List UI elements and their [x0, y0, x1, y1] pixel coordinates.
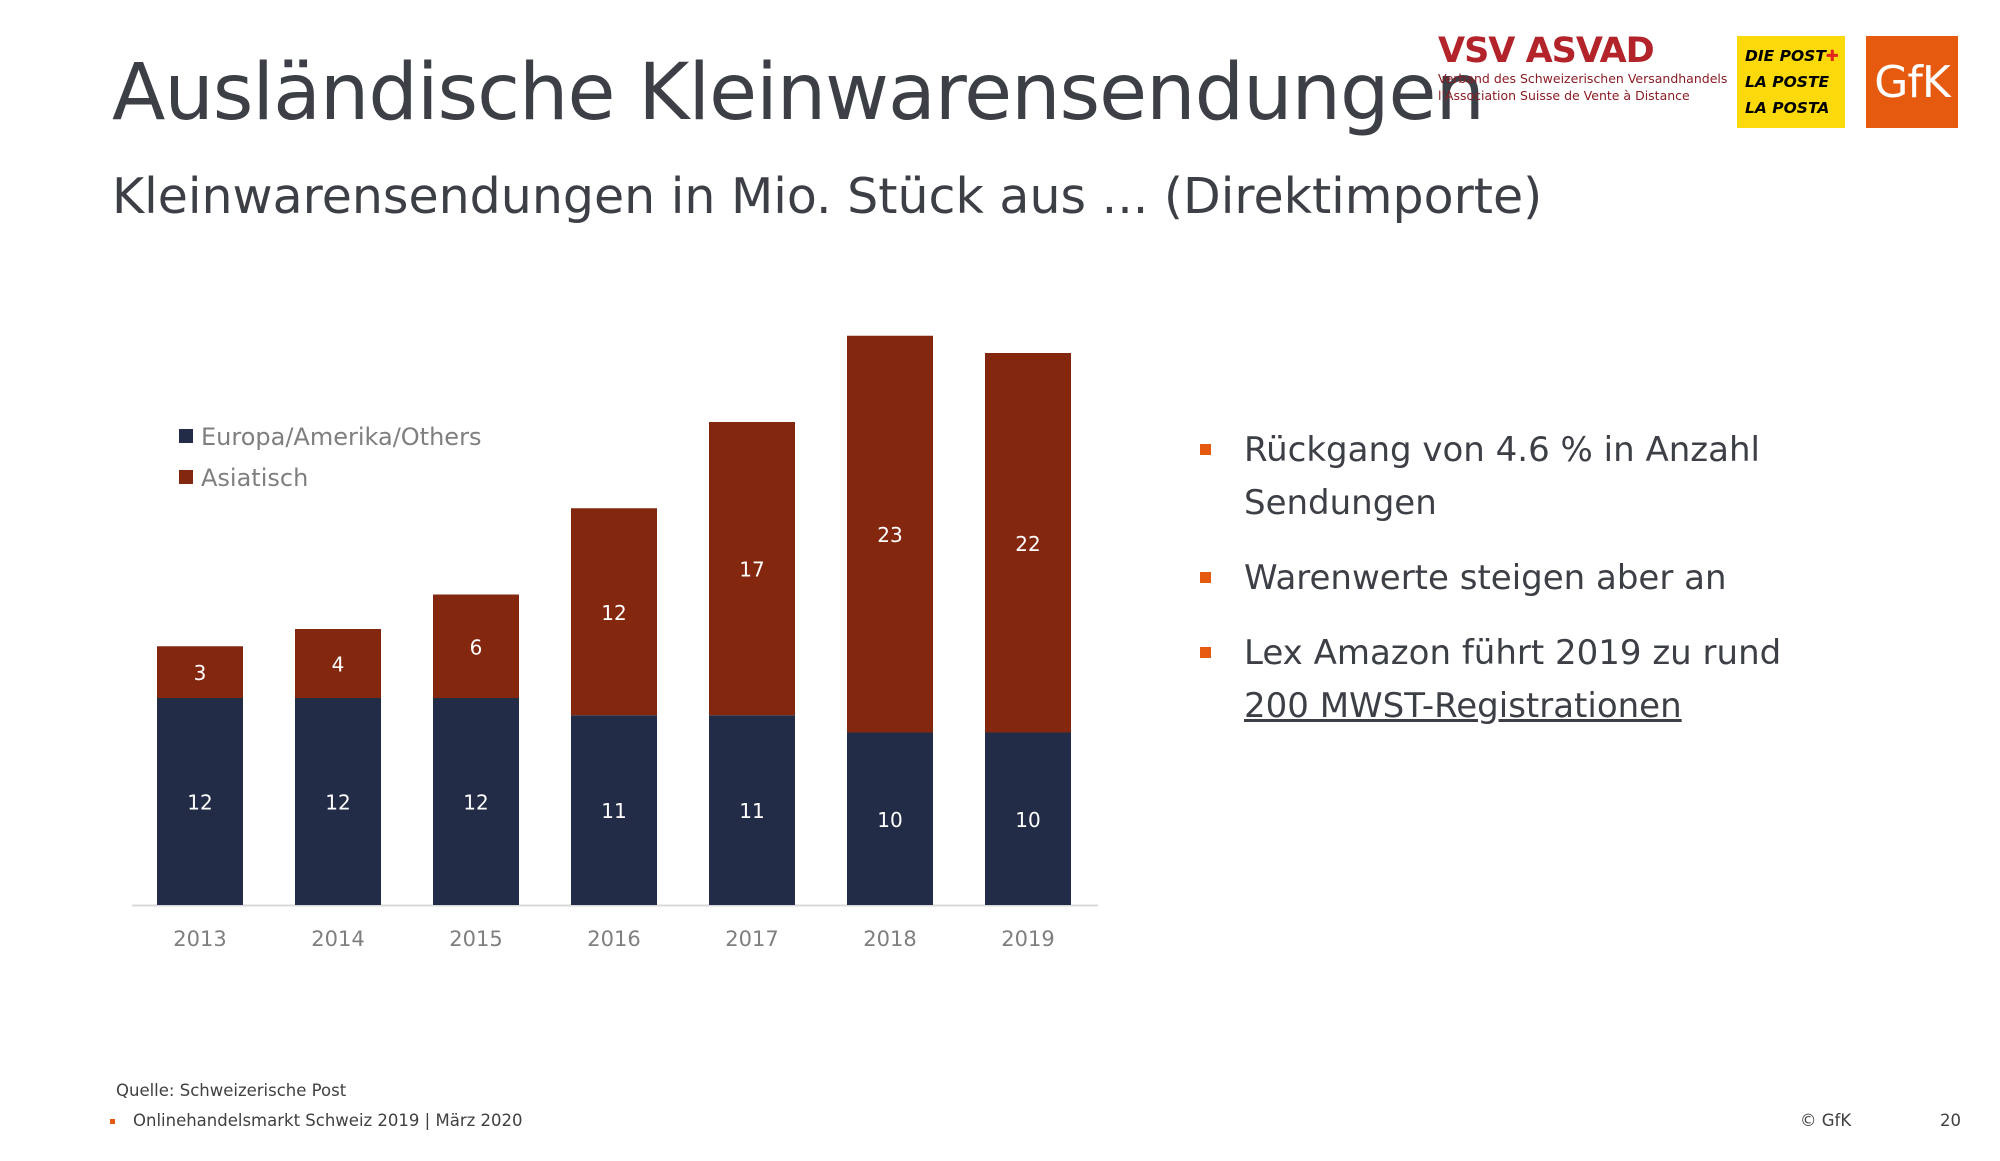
x-tick-label-2013: 2013: [173, 927, 226, 951]
bar-asiatisch-2019: [985, 353, 1071, 733]
bullet-lex-amazon: Lex Amazon führt 2019 zu rund 200 MWST-R…: [1200, 627, 1840, 733]
legend-label-asiatisch: Asiatisch: [201, 464, 308, 492]
vsv-logo-line-2: l'Association Suisse de Vente à Distance: [1438, 88, 1690, 103]
slide-title: Ausländische Kleinwarensendungen: [112, 48, 1485, 138]
vsv-logo-name: VSV ASVAD: [1438, 31, 1655, 71]
footer-text: Onlinehandelsmarkt Schweiz 2019 | März 2…: [110, 1111, 523, 1130]
vsv-logo-line-1: Verband des Schweizerischen Versandhande…: [1438, 71, 1728, 86]
data-label-europa-2018: 10: [877, 808, 902, 832]
footer-label: Onlinehandelsmarkt Schweiz 2019 | März 2…: [133, 1111, 523, 1130]
bar-asiatisch-2013: [157, 646, 243, 698]
data-label-europa-2016: 11: [601, 799, 626, 823]
bar-europa-2013: [157, 698, 243, 905]
bar-europa-2019: [985, 732, 1071, 905]
bar-asiatisch-2015: [433, 594, 519, 698]
copyright: © GfK: [1800, 1111, 1852, 1130]
x-tick-label-2016: 2016: [587, 927, 640, 951]
data-label-asiatisch-2013: 3: [194, 661, 207, 685]
bar-europa-2014: [295, 698, 381, 905]
gfk-logo: GfK: [1866, 36, 1958, 128]
x-tick-label-2015: 2015: [449, 927, 502, 951]
bar-europa-2018: [847, 732, 933, 905]
legend-label-europa: Europa/Amerika/Others: [201, 423, 481, 451]
x-tick-label-2019: 2019: [1001, 927, 1054, 951]
data-label-europa-2017: 11: [739, 799, 764, 823]
source-note: Quelle: Schweizerische Post: [116, 1081, 347, 1100]
data-label-europa-2015: 12: [463, 791, 488, 815]
vsv-asvad-logo: VSV ASVAD Verband des Schweizerischen Ve…: [1438, 31, 1728, 104]
x-tick-label-2014: 2014: [311, 927, 364, 951]
data-label-europa-2014: 12: [325, 791, 350, 815]
slide-subtitle: Kleinwarensendungen in Mio. Stück aus ..…: [112, 168, 1543, 225]
data-label-asiatisch-2014: 4: [332, 653, 345, 677]
post-logo-line-1: DIE POST✚: [1745, 47, 1839, 65]
data-label-europa-2019: 10: [1015, 808, 1040, 832]
bar-asiatisch-2018: [847, 335, 933, 733]
swiss-cross-icon: ✚: [1825, 47, 1839, 65]
bar-europa-2016: [571, 715, 657, 905]
x-tick-label-2018: 2018: [863, 927, 916, 951]
legend-swatch-asiatisch: [179, 470, 193, 484]
data-label-asiatisch-2015: 6: [470, 635, 483, 659]
footer-bullet-icon: [110, 1119, 115, 1124]
bar-asiatisch-2014: [295, 629, 381, 698]
data-label-asiatisch-2017: 17: [739, 558, 764, 582]
bar-asiatisch-2017: [709, 422, 795, 716]
post-logo-line-2: LA POSTE: [1745, 73, 1830, 91]
bullet-lex-amazon-text: Lex Amazon führt 2019 zu rund: [1244, 633, 1782, 673]
data-label-asiatisch-2018: 23: [877, 523, 902, 547]
legend-swatch-europa: [179, 429, 193, 443]
page-number: 20: [1940, 1111, 1961, 1130]
bar-asiatisch-2016: [571, 508, 657, 716]
bullet-decline: Rückgang von 4.6 % in Anzahl Sendungen: [1200, 424, 1840, 530]
data-label-europa-2013: 12: [187, 791, 212, 815]
data-label-asiatisch-2016: 12: [601, 601, 626, 625]
die-post-logo: DIE POST✚ LA POSTE LA POSTA: [1737, 36, 1845, 128]
stacked-bar-chart: 12 3 2013 12 4 2014 12 6 2015 11 12 2016 11 17 2017 10 2…: [132, 335, 1098, 951]
bar-europa-2015: [433, 698, 519, 905]
post-logo-line-3: LA POSTA: [1745, 99, 1830, 117]
bar-europa-2017: [709, 715, 795, 905]
bullet-list: Rückgang von 4.6 % in Anzahl Sendungen W…: [1200, 424, 1840, 755]
mwst-registrationen-link[interactable]: 200 MWST-Registrationen: [1244, 686, 1682, 726]
data-label-asiatisch-2019: 22: [1015, 532, 1040, 556]
bullet-values-rise: Warenwerte steigen aber an: [1200, 552, 1840, 605]
x-tick-label-2017: 2017: [725, 927, 778, 951]
